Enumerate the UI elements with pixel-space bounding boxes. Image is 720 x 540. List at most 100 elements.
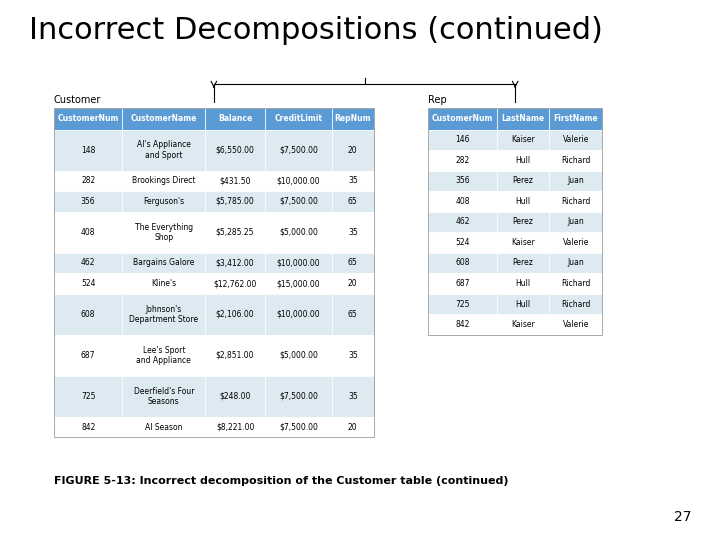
Text: Juan: Juan: [567, 177, 584, 185]
Text: Juan: Juan: [567, 218, 584, 226]
Text: Al's Appliance
and Sport: Al's Appliance and Sport: [137, 140, 191, 160]
Text: Richard: Richard: [561, 197, 590, 206]
Bar: [122, 294, 205, 335]
Text: 35: 35: [348, 392, 358, 401]
Text: 408: 408: [455, 197, 470, 206]
Text: $6,550.00: $6,550.00: [216, 146, 254, 154]
Text: 282: 282: [456, 156, 469, 165]
Text: Ferguson's: Ferguson's: [143, 197, 184, 206]
Bar: [497, 130, 549, 150]
Text: 356: 356: [81, 197, 96, 206]
Text: $5,785.00: $5,785.00: [216, 197, 254, 206]
Bar: [265, 191, 332, 212]
Bar: [122, 171, 205, 191]
Text: Balance: Balance: [218, 114, 252, 123]
Text: 20: 20: [348, 423, 358, 431]
Text: 608: 608: [455, 259, 470, 267]
Bar: [265, 376, 332, 417]
Text: $12,762.00: $12,762.00: [213, 279, 257, 288]
Bar: [205, 108, 265, 130]
Bar: [205, 191, 265, 212]
Text: $7,500.00: $7,500.00: [279, 392, 318, 401]
Bar: [497, 294, 549, 314]
Bar: [497, 191, 549, 212]
Bar: [428, 273, 497, 294]
Bar: [428, 212, 497, 232]
Bar: [122, 108, 205, 130]
Text: LastName: LastName: [502, 114, 544, 123]
Bar: [54, 108, 122, 130]
Text: $7,500.00: $7,500.00: [279, 423, 318, 431]
Bar: [54, 253, 122, 273]
Bar: [428, 108, 497, 130]
Bar: [265, 171, 332, 191]
Text: 687: 687: [455, 279, 470, 288]
Bar: [428, 150, 497, 171]
Bar: [332, 253, 374, 273]
Bar: [549, 273, 602, 294]
Text: $8,221.00: $8,221.00: [216, 423, 254, 431]
Text: Customer: Customer: [54, 95, 102, 105]
Bar: [332, 212, 374, 253]
Bar: [122, 335, 205, 376]
Bar: [54, 171, 122, 191]
Bar: [122, 417, 205, 437]
Text: 35: 35: [348, 177, 358, 185]
Bar: [54, 417, 122, 437]
Text: $15,000.00: $15,000.00: [276, 279, 320, 288]
Text: Hull: Hull: [516, 279, 531, 288]
Bar: [205, 294, 265, 335]
Bar: [428, 130, 497, 150]
Bar: [332, 335, 374, 376]
Text: Hull: Hull: [516, 156, 531, 165]
Bar: [497, 150, 549, 171]
Bar: [549, 108, 602, 130]
Text: $2,106.00: $2,106.00: [216, 310, 254, 319]
Bar: [205, 376, 265, 417]
Bar: [332, 376, 374, 417]
Text: Valerie: Valerie: [562, 136, 589, 144]
Bar: [332, 273, 374, 294]
Text: Richard: Richard: [561, 279, 590, 288]
Text: $5,285.25: $5,285.25: [216, 228, 254, 237]
Text: CustomerNum: CustomerNum: [432, 114, 493, 123]
Bar: [205, 130, 265, 171]
Bar: [205, 417, 265, 437]
Text: 462: 462: [81, 259, 96, 267]
Text: 35: 35: [348, 228, 358, 237]
Text: 65: 65: [348, 197, 358, 206]
Text: RepNum: RepNum: [335, 114, 371, 123]
Bar: [549, 130, 602, 150]
Bar: [122, 253, 205, 273]
Bar: [549, 212, 602, 232]
Bar: [497, 314, 549, 335]
Text: The Everything
Shop: The Everything Shop: [135, 222, 193, 242]
Text: CreditLimit: CreditLimit: [274, 114, 323, 123]
Text: Perez: Perez: [513, 259, 534, 267]
Text: 725: 725: [455, 300, 470, 308]
Bar: [549, 253, 602, 273]
Text: Juan: Juan: [567, 259, 584, 267]
Text: 608: 608: [81, 310, 96, 319]
Bar: [265, 130, 332, 171]
Text: 524: 524: [81, 279, 96, 288]
Bar: [54, 191, 122, 212]
Text: Al Season: Al Season: [145, 423, 183, 431]
Text: 687: 687: [81, 351, 96, 360]
Bar: [54, 273, 122, 294]
Text: Kline's: Kline's: [151, 279, 176, 288]
Bar: [497, 273, 549, 294]
Text: Richard: Richard: [561, 300, 590, 308]
Bar: [428, 253, 497, 273]
Text: Bargains Galore: Bargains Galore: [133, 259, 194, 267]
Text: Kaiser: Kaiser: [511, 238, 535, 247]
Bar: [549, 294, 602, 314]
Bar: [205, 335, 265, 376]
Text: 146: 146: [455, 136, 470, 144]
Text: Rep: Rep: [428, 95, 447, 105]
Bar: [54, 294, 122, 335]
Text: Valerie: Valerie: [562, 238, 589, 247]
Bar: [265, 253, 332, 273]
Bar: [549, 150, 602, 171]
Text: 725: 725: [81, 392, 96, 401]
